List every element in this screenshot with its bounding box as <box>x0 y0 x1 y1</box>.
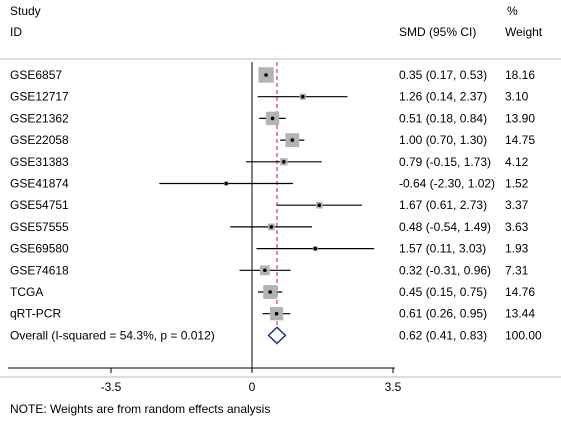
study-point <box>313 246 318 251</box>
overall-weight-label: 100.00 <box>505 328 542 342</box>
header-smd: SMD (95% CI) <box>399 25 476 39</box>
study-ci-label: 0.51 (0.18, 0.84) <box>399 111 487 125</box>
overall-diamond <box>267 326 287 345</box>
study-weight-label: 18.16 <box>505 68 535 82</box>
study-weight-label: 3.37 <box>505 198 529 212</box>
study-weight-label: 14.76 <box>505 285 535 299</box>
study-weight-label: 3.10 <box>505 90 529 104</box>
study-weight-label: 7.31 <box>505 263 529 277</box>
x-axis-tick-label: 0 <box>249 380 256 394</box>
study-ci-label: -0.64 (-2.30, 1.02) <box>399 177 495 191</box>
header-percent: % <box>507 4 518 18</box>
study-point <box>264 73 268 77</box>
study-point <box>224 181 229 186</box>
study-weight-label: 13.44 <box>505 307 535 321</box>
study-weight-label: 4.12 <box>505 155 529 169</box>
study-weight-label: 1.93 <box>505 242 529 256</box>
study-point <box>269 225 274 229</box>
header-study: Study <box>10 4 41 18</box>
study-id-label: GSE21362 <box>10 111 69 125</box>
x-axis-tick-label: -3.5 <box>101 380 122 394</box>
study-point <box>290 138 295 142</box>
study-id-label: GSE74618 <box>10 263 69 277</box>
study-id-label: GSE12717 <box>10 90 69 104</box>
study-ci-label: 0.45 (0.15, 0.75) <box>399 285 487 299</box>
study-ci-label: 0.61 (0.26, 0.95) <box>399 307 487 321</box>
study-weight-label: 14.75 <box>505 133 535 147</box>
study-point <box>317 203 322 207</box>
study-point <box>268 290 272 294</box>
header-id: ID <box>10 25 22 39</box>
study-ci-label: 0.48 (-0.54, 1.49) <box>399 220 491 234</box>
overall-ci-label: 0.62 (0.41, 0.83) <box>399 328 487 342</box>
study-point <box>300 94 305 99</box>
study-point <box>282 160 286 164</box>
study-ci-label: 1.26 (0.14, 2.37) <box>399 90 487 104</box>
study-id-label: GSE57555 <box>10 220 69 234</box>
study-id-label: qRT-PCR <box>10 307 61 321</box>
x-axis-tick-label: 3.5 <box>385 380 402 394</box>
study-ci-label: 1.00 (0.70, 1.30) <box>399 133 487 147</box>
study-ci-label: 1.57 (0.11, 3.03) <box>399 242 486 256</box>
study-id-label: GSE54751 <box>10 198 69 212</box>
study-id-label: GSE31383 <box>10 155 69 169</box>
study-id-label: TCGA <box>10 285 43 299</box>
study-id-label: GSE41874 <box>10 177 69 191</box>
plot-layer: GSE6857 0.35 (0.17, 0.53) 18.16 GSE12717 1.2… <box>8 62 542 394</box>
study-weight-label: 1.52 <box>505 177 529 191</box>
study-ci-label: 0.32 (-0.31, 0.96) <box>399 263 491 277</box>
study-weight-label: 3.63 <box>505 220 529 234</box>
footnote: NOTE: Weights are from random effects an… <box>10 402 270 416</box>
study-point <box>270 116 275 121</box>
study-id-label: GSE22058 <box>10 133 69 147</box>
study-id-label: GSE69580 <box>10 242 69 256</box>
overall-label: Overall (I-squared = 54.3%, p = 0.012) <box>10 328 215 342</box>
study-ci-label: 0.79 (-0.15, 1.73) <box>399 155 491 169</box>
study-id-label: GSE6857 <box>10 68 62 82</box>
study-weight-label: 13.90 <box>505 111 535 125</box>
study-point <box>263 268 267 273</box>
study-point <box>274 311 279 316</box>
header-weight: Weight <box>505 25 543 39</box>
study-ci-label: 1.67 (0.61, 2.73) <box>399 198 487 212</box>
study-ci-label: 0.35 (0.17, 0.53) <box>399 68 487 82</box>
